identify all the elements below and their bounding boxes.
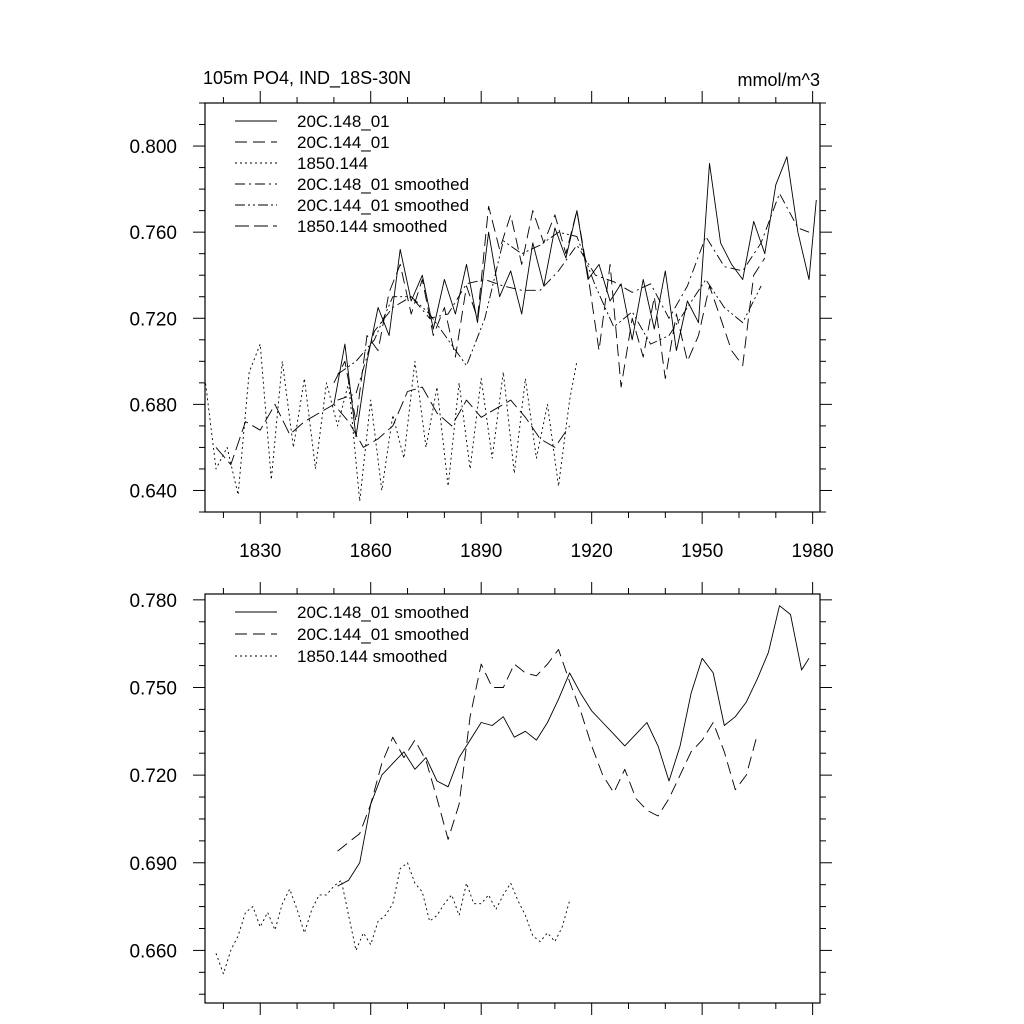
series-line-1850-144	[204, 343, 578, 502]
legend-label: 20C.144_01 smoothed	[297, 625, 469, 644]
legend-label: 20C.144_01 smoothed	[297, 196, 469, 215]
y-tick-label: 0.750	[129, 678, 177, 699]
y-tick-label: 0.720	[129, 766, 177, 787]
y-tick-label: 0.760	[129, 223, 177, 244]
series-line-1850-144-smoothed	[215, 386, 570, 466]
legend-label: 20C.148_01 smoothed	[297, 175, 469, 194]
y-tick-label: 0.720	[129, 309, 177, 330]
legend-label: 1850.144 smoothed	[297, 647, 447, 666]
x-tick-label: 1950	[681, 541, 723, 562]
series-line-20c-144-01-smoothed	[337, 649, 758, 852]
y-tick-label: 0.640	[129, 481, 177, 502]
series-line-20c-148-01	[333, 156, 817, 438]
legend-label: 1850.144 smoothed	[297, 217, 447, 236]
x-tick-label: 1920	[571, 541, 613, 562]
chart-title: 105m PO4, IND_18S-30N	[203, 68, 411, 89]
y-tick-label: 0.680	[129, 395, 177, 416]
top-panel: 1830 1860 1890 1920 1950 1980 0.640 0.680 0.720 0…	[129, 91, 834, 562]
plot-frame	[204, 102, 821, 513]
x-tick-label: 1830	[239, 541, 281, 562]
series-line-1850-144-smoothed	[215, 862, 571, 975]
series-line-20c-144-01	[333, 205, 766, 423]
series-line-20c-148-01-smoothed	[337, 605, 810, 887]
legend-label: 20C.148_01 smoothed	[297, 603, 469, 622]
plot-frame	[204, 593, 821, 1004]
y-tick-label: 0.800	[129, 137, 177, 158]
y-tick-label: 0.780	[129, 591, 177, 612]
bottom-panel: 0.660 0.690 0.720 0.750 0.780 20C.148_01 smoo…	[129, 582, 832, 1015]
legend-label: 1850.144	[297, 154, 368, 173]
x-tick-label: 1860	[350, 541, 392, 562]
y-tick-label: 0.690	[129, 854, 177, 875]
x-tick-label: 1980	[791, 541, 833, 562]
x-tick-label: 1890	[460, 541, 502, 562]
legend-label: 20C.148_01	[297, 112, 390, 131]
units-label: mmol/m^3	[738, 70, 820, 90]
y-tick-label: 0.660	[129, 941, 177, 962]
series-line-20c-148-01-smoothed	[337, 192, 810, 401]
legend-label: 20C.144_01	[297, 133, 390, 152]
